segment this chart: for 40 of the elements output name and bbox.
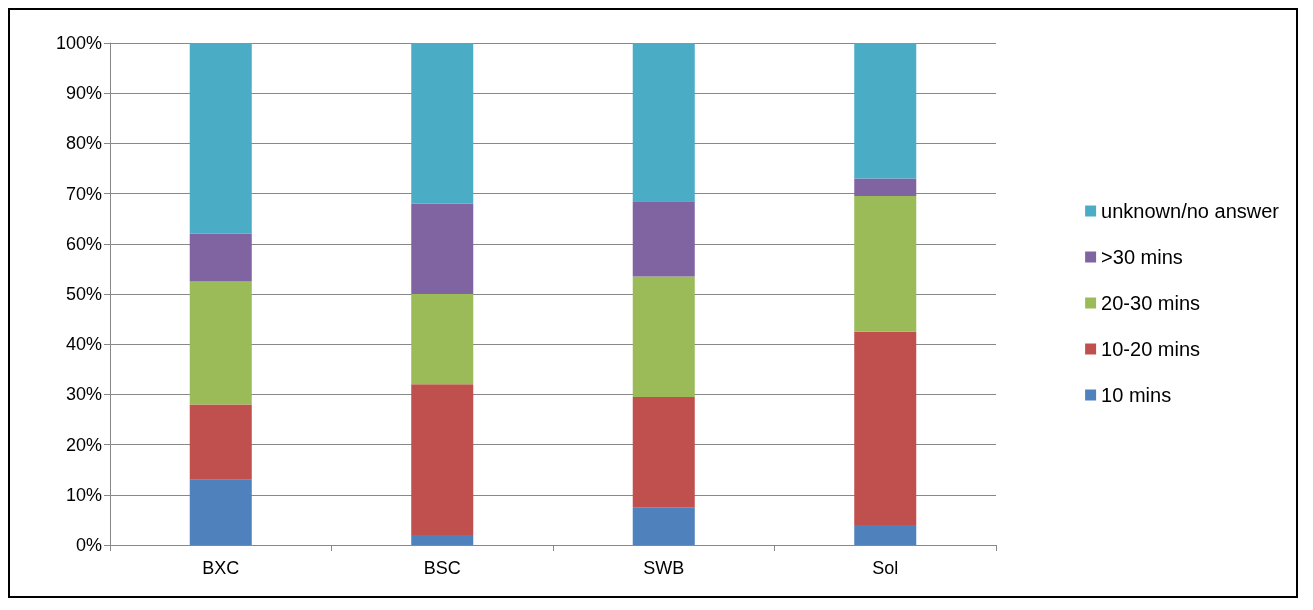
legend-label: 20-30 mins xyxy=(1101,292,1201,314)
y-tick-label: 0% xyxy=(75,535,102,555)
legend-label: unknown/no answer xyxy=(1101,200,1280,222)
y-tick-label: 40% xyxy=(65,334,102,355)
bar xyxy=(632,201,695,277)
y-tick-label: 90% xyxy=(65,83,102,104)
bar xyxy=(189,404,252,480)
bar xyxy=(189,479,252,545)
y-tick-label: 20% xyxy=(65,434,102,455)
legend-label: 10-20 mins xyxy=(1101,338,1201,360)
bar xyxy=(411,534,474,545)
bar xyxy=(632,276,695,397)
bar xyxy=(854,331,917,525)
legend-label: >30 mins xyxy=(1101,246,1183,268)
y-tick-label: 100% xyxy=(55,33,102,53)
bar xyxy=(189,233,252,282)
y-tick-label: 50% xyxy=(65,284,102,304)
y-tick-label: 80% xyxy=(65,133,102,154)
bar xyxy=(189,43,252,234)
bar xyxy=(411,43,474,204)
legend-label: 10 mins xyxy=(1101,384,1172,406)
bar xyxy=(854,43,917,179)
bar xyxy=(411,203,474,294)
y-tick-label: 10% xyxy=(65,484,102,505)
y-tick-label: 70% xyxy=(65,183,102,204)
bar xyxy=(632,507,695,545)
bar xyxy=(854,524,917,545)
bar xyxy=(411,294,474,385)
bar xyxy=(632,43,695,202)
y-tick-label: 30% xyxy=(65,384,102,405)
x-tick-label: BXC xyxy=(202,558,240,578)
x-tick-label: Sol xyxy=(872,558,899,578)
bar xyxy=(189,281,252,405)
bar xyxy=(854,196,917,332)
bar xyxy=(632,396,695,508)
bar xyxy=(854,178,917,197)
x-tick-label: BSC xyxy=(423,558,461,578)
bar xyxy=(411,384,474,535)
x-tick-label: SWB xyxy=(643,558,685,578)
y-tick-label: 60% xyxy=(65,233,102,254)
